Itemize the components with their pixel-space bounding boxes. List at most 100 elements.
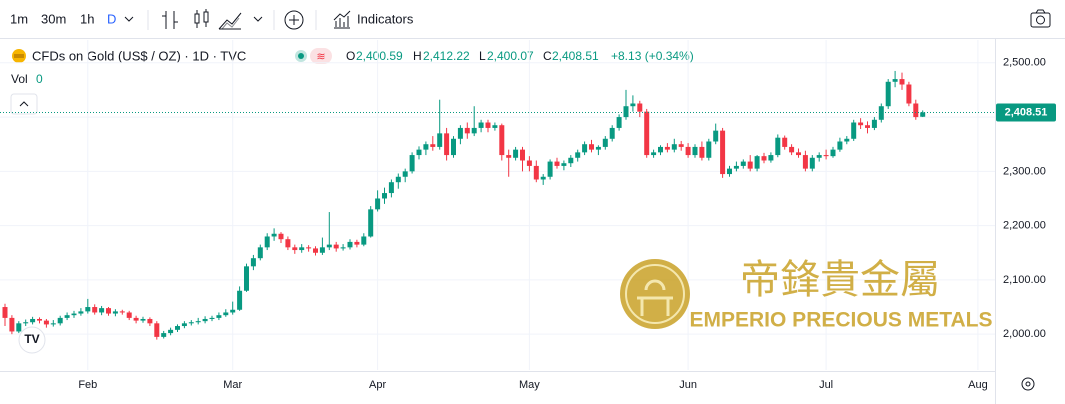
candle-body <box>554 161 560 166</box>
candle-body <box>244 266 249 291</box>
indicators-button[interactable]: Indicators <box>357 11 414 26</box>
candle-body <box>175 326 180 330</box>
price-tick-label: 2,300.00 <box>1003 165 1046 177</box>
watermark-logo-ring <box>625 264 685 324</box>
candles-icon[interactable] <box>194 9 209 28</box>
watermark-logo <box>620 259 690 329</box>
candle-body <box>837 141 843 150</box>
time-tick-label: Jun <box>679 379 697 391</box>
area-icon[interactable] <box>218 12 242 30</box>
change-value: +8.13 (+0.34%) <box>611 49 694 63</box>
candle-body <box>789 146 795 153</box>
candle-body <box>678 144 684 147</box>
candle-body <box>485 122 491 128</box>
candle-body <box>437 133 443 147</box>
candle-body <box>768 155 774 161</box>
candle-body <box>871 119 877 128</box>
price-tick-label: 2,100.00 <box>1003 274 1046 286</box>
candle-body <box>416 149 422 156</box>
close-label: C <box>543 49 552 63</box>
candle-body <box>16 323 22 332</box>
candle-body <box>651 152 657 156</box>
data-status-icon: ≋ <box>316 51 325 63</box>
data-status <box>310 48 332 64</box>
candle-body <box>692 146 698 156</box>
candle-body <box>471 127 477 134</box>
candle-body <box>865 125 870 128</box>
high-value: 2,412.22 <box>423 49 470 63</box>
symbol-title: CFDs on Gold (US$ / OZ) · 1D · TVC <box>32 48 246 63</box>
candle-body <box>858 122 864 126</box>
candle-body <box>492 125 498 128</box>
price-tick-label: 2,000.00 <box>1003 328 1046 340</box>
compare-button[interactable] <box>284 10 304 30</box>
watermark-chinese: 帝鋒貴金屬 <box>740 257 940 303</box>
candle-body <box>706 141 712 158</box>
candle-body <box>671 144 677 150</box>
candle-body <box>464 127 470 134</box>
candle-body <box>796 152 801 156</box>
candle-body <box>326 244 332 248</box>
candle-body <box>375 198 381 210</box>
candle-body <box>140 318 146 321</box>
candle-body <box>658 146 663 153</box>
candle-body <box>451 138 456 156</box>
candle-body <box>30 318 36 323</box>
price-tick-label: 2,200.00 <box>1003 220 1046 232</box>
axis-settings[interactable] <box>1021 377 1035 391</box>
time-tick-label: May <box>519 379 540 391</box>
interval-30m[interactable]: 30m <box>41 11 66 26</box>
interval-d[interactable]: D <box>107 11 116 26</box>
candle-body <box>906 84 912 104</box>
candle-body <box>754 156 760 169</box>
candle-body <box>540 176 546 180</box>
candle-body <box>727 168 732 175</box>
volume-value: 0 <box>36 72 43 86</box>
candle-body <box>740 161 746 166</box>
candle-body <box>271 233 277 237</box>
candle-body <box>333 244 339 249</box>
candle-body <box>575 152 581 158</box>
candle-body <box>168 329 174 334</box>
last-price-box <box>996 103 1056 122</box>
interval-dropdown[interactable] <box>124 16 134 22</box>
indicators-icon[interactable] <box>333 10 351 29</box>
high-label: H <box>413 49 422 63</box>
candle-body <box>561 163 567 166</box>
candle-body <box>285 239 291 248</box>
candle-body <box>533 165 539 180</box>
candle-body <box>319 247 325 253</box>
candle-body <box>154 323 160 337</box>
chart-type-dropdown[interactable] <box>253 16 263 22</box>
candle-body <box>181 323 187 327</box>
candle-body <box>209 317 215 319</box>
screenshot-button[interactable] <box>1030 9 1051 28</box>
tv-logo: TV <box>18 326 46 354</box>
last-price-label: 2,408.51 <box>1005 106 1048 118</box>
candle-body <box>802 155 808 169</box>
candle-body <box>230 309 236 313</box>
interval-1h[interactable]: 1h <box>80 11 94 26</box>
candle-body <box>43 320 49 325</box>
candle-body <box>92 307 98 313</box>
candle-body <box>878 106 884 120</box>
time-tick-label: Aug <box>968 379 988 391</box>
candle-body <box>423 144 429 150</box>
interval-1m[interactable]: 1m <box>10 11 28 26</box>
bars-icon[interactable] <box>162 11 178 29</box>
open-label: O <box>346 49 355 63</box>
candle-body <box>147 318 153 324</box>
candle-body <box>444 133 450 156</box>
candle-body <box>23 322 29 324</box>
candle-body <box>216 315 222 318</box>
collapse-legend[interactable] <box>10 93 38 115</box>
candle-body <box>892 79 898 82</box>
candle-body <box>50 323 56 325</box>
candle-body <box>761 156 767 161</box>
watermark: 帝鋒貴金屬 EMPERIO PRECIOUS METALS <box>620 257 992 332</box>
time-tick-label: Mar <box>223 379 242 391</box>
candle-body <box>664 146 670 150</box>
symbol-icon-bar <box>14 54 24 58</box>
